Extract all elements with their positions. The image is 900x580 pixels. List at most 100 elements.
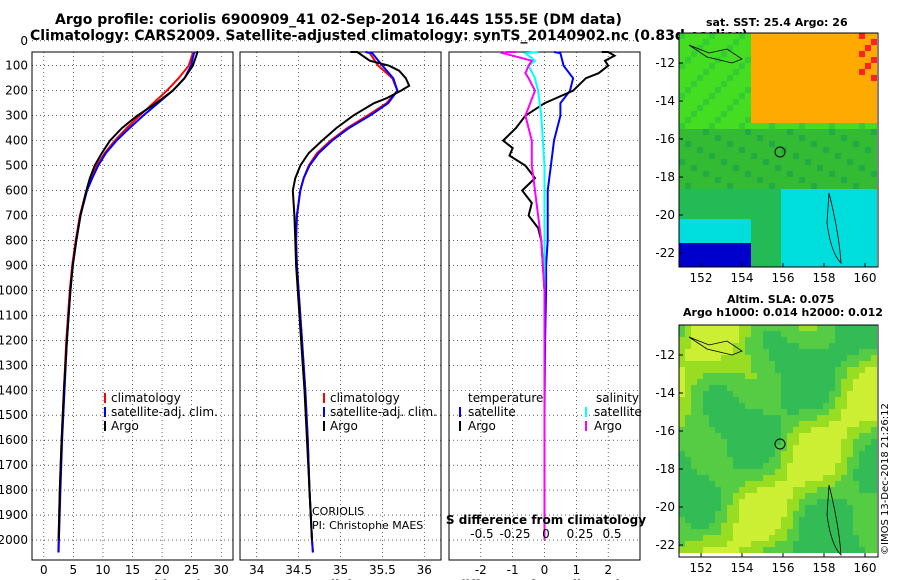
lat-tick-label: -22 — [655, 538, 675, 552]
sla-map-title-2: Argo h1000: 0.014 h2000: 0.012 — [683, 306, 883, 319]
legend-label: Argo — [468, 419, 496, 433]
series-line-climatology — [295, 51, 399, 553]
institution-text: CORIOLIS — [312, 505, 364, 518]
lat-tick-label: -12 — [655, 348, 675, 362]
credit-text: ©IMOS 13-Dec-2018 21:26:12 — [880, 403, 891, 555]
depth-tick-label: 1900 — [0, 508, 28, 522]
x-tick-label-secondary: 0 — [542, 527, 550, 541]
figure-title-line1: Argo profile: coriolis 6900909_41 02-Sep… — [55, 12, 622, 28]
figure-title-line2: Climatology: CARS2009. Satellite-adjuste… — [30, 28, 748, 44]
legend-label: satellite — [594, 405, 642, 419]
x-tick-label: 25 — [184, 563, 199, 577]
coastline — [688, 336, 743, 356]
depth-tick-label: 1600 — [0, 433, 28, 447]
legend-label: satellite-adj. clim. — [330, 405, 437, 419]
depth-tick-label: 700 — [5, 209, 28, 223]
legend-label: climatology — [330, 391, 400, 405]
series-line-s-argo — [499, 51, 546, 540]
panel-frame — [31, 51, 234, 561]
depth-tick-label: 1400 — [0, 383, 28, 397]
lon-tick-label: 154 — [731, 561, 754, 575]
legend-title-salinity: salinity — [596, 391, 639, 405]
series-line-climatology — [57, 51, 195, 553]
coastline — [826, 484, 842, 557]
legend-label: Argo — [330, 419, 358, 433]
depth-tick-label: 1100 — [0, 308, 28, 322]
pi-text: PI: Christophe MAES — [312, 519, 423, 532]
depth-tick-label: 1500 — [0, 408, 28, 422]
lon-tick-label: 158 — [813, 271, 836, 285]
depth-tick-label: 1200 — [0, 333, 28, 347]
lat-tick-label: -16 — [655, 424, 675, 438]
lat-tick-label: -14 — [655, 94, 675, 108]
x-tick-label: 0 — [541, 563, 549, 577]
lat-tick-label: -18 — [655, 462, 675, 476]
depth-tick-label: 1000 — [0, 283, 28, 297]
legend-label: Argo — [594, 419, 622, 433]
map-frame — [678, 32, 879, 268]
lon-tick-label: 160 — [854, 561, 877, 575]
profile-panel-1 — [31, 40, 234, 561]
x-tick-label: 2 — [604, 563, 612, 577]
x-tick-label-secondary: -0.25 — [499, 527, 530, 541]
lon-tick-label: 152 — [690, 561, 713, 575]
x-tick-label: 0 — [40, 563, 48, 577]
lon-tick-label: 152 — [690, 271, 713, 285]
lat-tick-label: -22 — [655, 246, 675, 260]
coastline — [688, 44, 743, 64]
lon-tick-label: 158 — [813, 561, 836, 575]
series-line-argo — [57, 51, 199, 541]
x-tick-label: 36 — [417, 563, 432, 577]
depth-tick-label: 600 — [5, 184, 28, 198]
lat-tick-label: -20 — [655, 208, 675, 222]
lon-tick-label: 160 — [854, 271, 877, 285]
x-axis-label: temperature (deg C) — [63, 578, 202, 580]
lon-tick-label: 156 — [772, 271, 795, 285]
x-tick-label: 5 — [70, 563, 78, 577]
depth-tick-label: 0 — [20, 34, 28, 48]
depth-tick-label: 300 — [5, 109, 28, 123]
legend-title-temperature: temperature — [468, 391, 543, 405]
profile-panel-2 — [239, 40, 442, 561]
depth-tick-label: 1800 — [0, 483, 28, 497]
depth-tick-label: 200 — [5, 84, 28, 98]
x-tick-label: 10 — [95, 563, 110, 577]
x-tick-label: -2 — [475, 563, 487, 577]
x-axis-label-secondary: S difference from climatology — [446, 513, 646, 527]
depth-tick-label: 100 — [5, 59, 28, 73]
legend-label: climatology — [111, 391, 181, 405]
series-line-satellite-adj-clim- — [295, 51, 399, 553]
depth-tick-label: 800 — [5, 233, 28, 247]
x-tick-label-secondary: 0.25 — [567, 527, 594, 541]
x-tick-label: 34 — [249, 563, 264, 577]
depth-tick-label: 900 — [5, 258, 28, 272]
legend-label: satellite-adj. clim. — [111, 405, 218, 419]
sla-map — [678, 324, 879, 558]
series-line-argo — [291, 51, 411, 541]
depth-tick-label: 500 — [5, 159, 28, 173]
lat-tick-label: -20 — [655, 500, 675, 514]
map-frame — [678, 324, 879, 558]
coastline — [826, 192, 842, 265]
legend-label: Argo — [111, 419, 139, 433]
legend-label: satellite — [468, 405, 516, 419]
depth-tick-label: 400 — [5, 134, 28, 148]
x-tick-label-secondary: -0.5 — [470, 527, 493, 541]
x-tick-label: 15 — [125, 563, 140, 577]
lon-tick-label: 154 — [731, 271, 754, 285]
x-axis-label: T difference from climatology — [445, 578, 645, 580]
lat-tick-label: -12 — [655, 56, 675, 70]
lon-tick-label: 156 — [772, 561, 795, 575]
x-tick-label: -1 — [507, 563, 519, 577]
depth-tick-label: 1700 — [0, 458, 28, 472]
lat-tick-label: -16 — [655, 132, 675, 146]
argo-position-marker — [774, 438, 786, 450]
lat-tick-label: -14 — [655, 386, 675, 400]
x-tick-label: 35.5 — [369, 563, 396, 577]
panel-frame — [448, 51, 641, 561]
x-tick-label: 34.5 — [285, 563, 312, 577]
depth-tick-label: 2000 — [0, 533, 28, 547]
depth-tick-label: 1300 — [0, 358, 28, 372]
sla-map-title-1: Altim. SLA: 0.075 — [727, 293, 835, 306]
